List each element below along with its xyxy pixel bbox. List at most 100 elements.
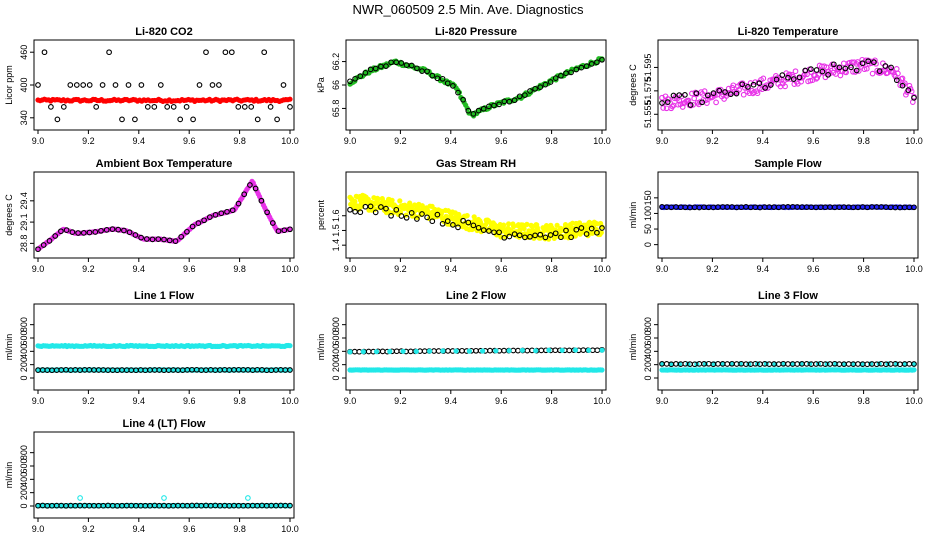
data-point [427, 348, 433, 354]
data-point [352, 75, 358, 82]
data-point [670, 92, 677, 99]
x-tick-label: 9.8 [545, 396, 558, 406]
panel-ambient-box-temperature: Ambient Box Temperature 9.0 9.2 9.4 9.6 9.8 10… [4, 158, 299, 274]
data-point [547, 79, 554, 85]
data-point [895, 70, 901, 77]
y-axis-label: degrees C [628, 64, 638, 106]
data-point [578, 225, 585, 231]
y-tick-label: 0 [331, 375, 341, 380]
data-point [439, 75, 446, 82]
data-point [762, 85, 768, 91]
panel-title: Li-820 CO2 [135, 26, 192, 38]
data-point [352, 198, 358, 205]
data-point [241, 104, 248, 110]
data-point [161, 495, 167, 501]
x-tick-label: 9.6 [807, 264, 820, 274]
data-point [583, 63, 590, 69]
y-tick-label: 200 [643, 357, 653, 372]
series-cal [35, 182, 293, 253]
data-point [853, 67, 860, 74]
data-point [378, 204, 384, 210]
data-point [599, 56, 605, 63]
data-point [790, 76, 797, 82]
panel-li820-temperature: Li-820 Temperature 9.0 9.2 9.4 9.6 9.8 10.0 51.… [628, 26, 923, 146]
data-point [224, 208, 230, 215]
y-tick-label: 1.6 [331, 209, 341, 222]
data-point [80, 230, 87, 236]
y-tick-label: 29.4 [19, 192, 29, 210]
data-point [86, 82, 93, 88]
data-point [183, 104, 190, 110]
data-point [669, 103, 676, 110]
panel-title: Line 1 Flow [134, 290, 194, 302]
data-point [745, 84, 751, 90]
data-point [566, 347, 573, 354]
data-point [807, 77, 814, 84]
data-point [691, 95, 698, 102]
x-tick-label: 10.0 [281, 524, 299, 534]
x-tick-label: 9.6 [183, 396, 196, 406]
data-point [814, 74, 821, 81]
data-point [863, 65, 870, 72]
y-tick-label: 200 [19, 357, 29, 372]
data-point [594, 229, 600, 236]
x-tick-label: 9.0 [344, 264, 357, 274]
data-point [573, 66, 580, 73]
y-tick-label: 800 [19, 445, 29, 460]
data-point [599, 347, 605, 353]
data-point [235, 200, 242, 207]
data-point [899, 82, 906, 89]
y-tick-label: 100 [643, 206, 653, 221]
data-point [701, 88, 708, 94]
data-point [138, 82, 145, 88]
data-point [825, 71, 831, 78]
data-point [876, 68, 883, 74]
series-hi [35, 342, 293, 350]
data-point [559, 347, 565, 353]
data-point [533, 348, 539, 354]
data-point [599, 225, 605, 231]
series-cal [35, 49, 293, 123]
data-point [235, 104, 242, 110]
y-tick-label: 66.2 [331, 53, 341, 71]
x-tick-label: 9.8 [545, 264, 558, 274]
data-point [389, 197, 395, 203]
data-point [166, 237, 173, 244]
x-tick-label: 9.2 [394, 136, 407, 146]
x-tick-label: 9.8 [233, 524, 246, 534]
data-point [69, 229, 76, 235]
x-tick-label: 10.0 [281, 396, 299, 406]
x-tick-label: 9.8 [857, 136, 870, 146]
y-tick-label: 800 [19, 317, 29, 332]
data-point [195, 220, 202, 226]
data-point [552, 75, 559, 81]
data-point [733, 90, 740, 97]
y-axis-label: ml/min [4, 334, 14, 361]
x-tick-label: 10.0 [281, 136, 299, 146]
data-point [554, 222, 560, 228]
panel-line-4-lt-flow: Line 4 (LT) Flow 9.0 9.2 9.4 9.6 9.8 10.0 0 2004… [4, 418, 299, 534]
data-point [77, 495, 83, 501]
panel-title: Gas Stream RH [436, 158, 516, 170]
x-tick-label: 9.8 [857, 396, 870, 406]
data-point [699, 99, 705, 106]
y-tick-label: 800 [331, 317, 341, 332]
data-point [132, 116, 138, 123]
y-tick-label: 200 [19, 485, 29, 500]
data-point [466, 348, 473, 354]
data-point [121, 227, 127, 234]
data-point [460, 217, 466, 224]
y-tick-label: 51.595 [643, 54, 653, 82]
y-axis-label: ml/min [316, 334, 326, 361]
data-point [393, 206, 400, 213]
data-point [542, 81, 549, 88]
x-tick-label: 9.2 [82, 264, 95, 274]
x-tick-label: 9.6 [183, 136, 196, 146]
data-point [710, 90, 717, 96]
plot-frame [657, 303, 919, 391]
data-point [143, 236, 150, 242]
y-tick-label: 600 [19, 330, 29, 345]
data-point [578, 64, 585, 71]
data-point [281, 227, 288, 234]
